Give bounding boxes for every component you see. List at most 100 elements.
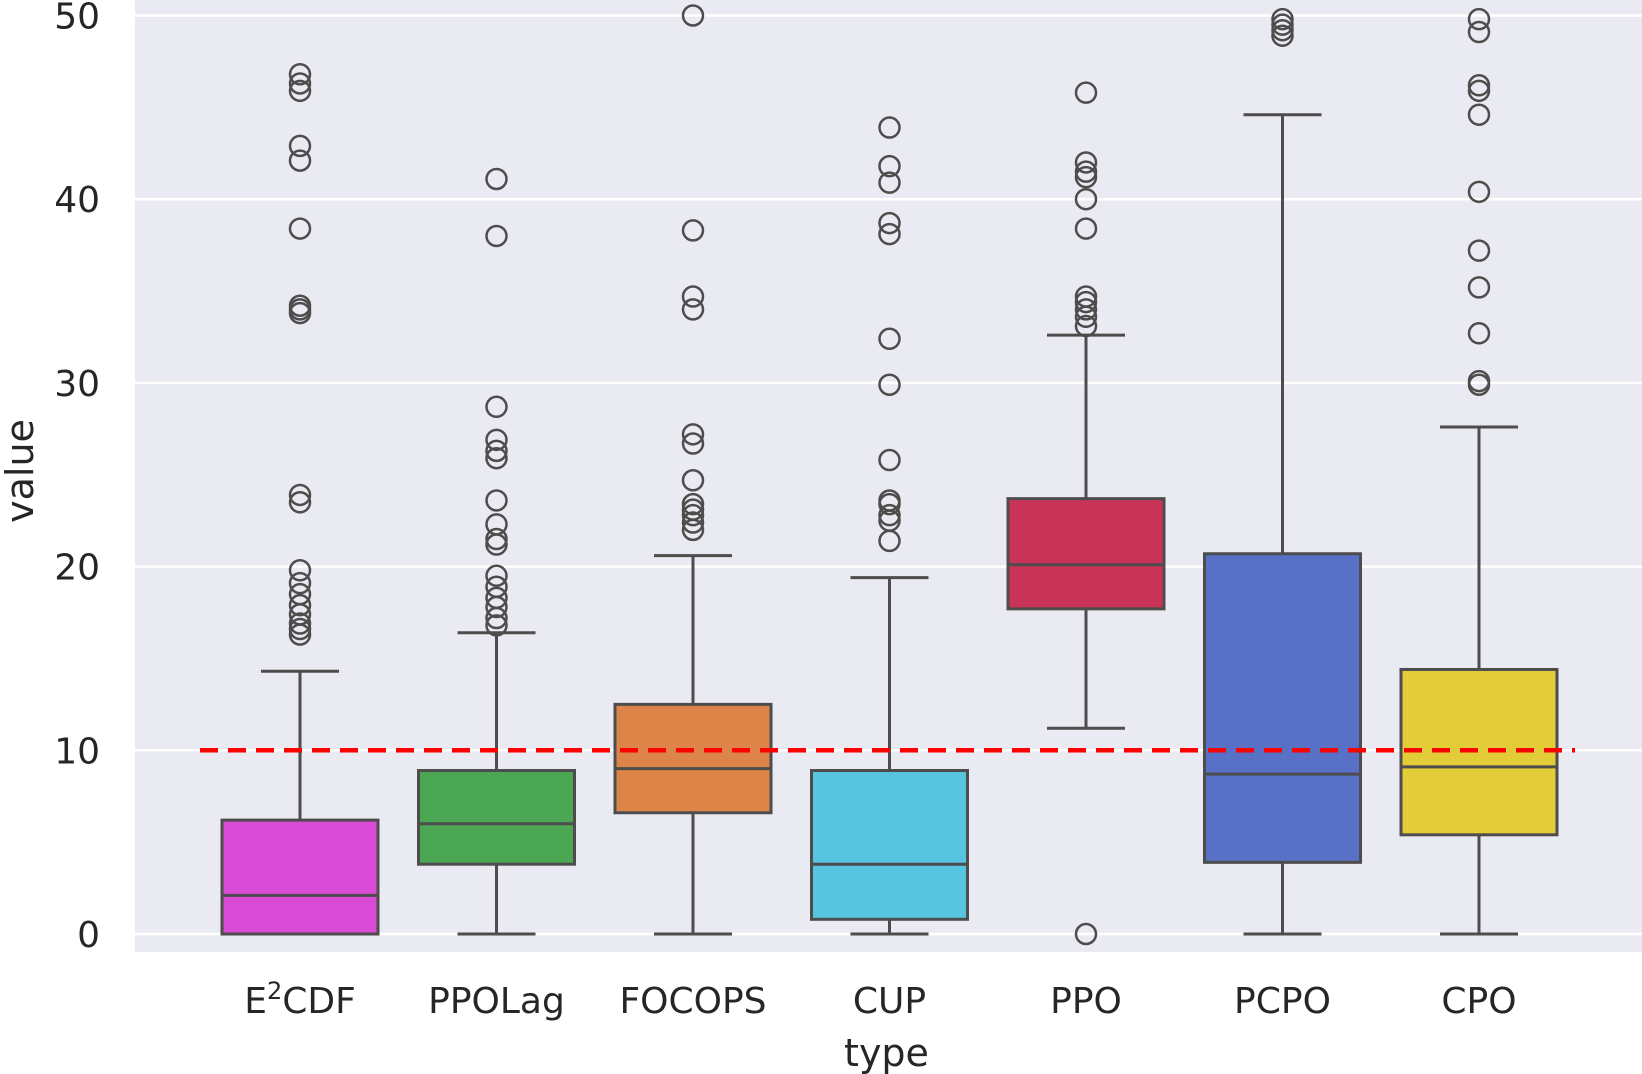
box — [417, 769, 576, 866]
outlier-point — [485, 428, 508, 452]
outlier-point — [1074, 81, 1098, 104]
y-tick-label: 10 — [54, 731, 100, 772]
outlier-point — [288, 149, 312, 172]
outlier-point — [1467, 322, 1491, 345]
outlier-point — [288, 483, 312, 507]
outlier-point — [1467, 79, 1491, 103]
outlier-point — [485, 224, 508, 248]
y-tick-label: 50 — [54, 0, 100, 38]
outlier-point — [681, 423, 705, 446]
box — [1203, 552, 1362, 864]
x-tick-label: PPO — [1050, 981, 1122, 1022]
box — [220, 818, 380, 936]
outlier-point — [878, 373, 901, 396]
outlier-point — [878, 327, 901, 351]
outlier-point — [1467, 103, 1491, 126]
x-tick-label: CUP — [853, 981, 926, 1022]
outlier-point — [485, 586, 508, 610]
outlier-point — [681, 285, 705, 308]
outlier-point — [1074, 187, 1098, 211]
x-tick-labels: E2CDF PPOLag FOCOPS CUP PPO PCPO CPO — [244, 977, 1516, 1022]
y-tick-labels: 0 10 20 30 40 50 — [54, 0, 100, 956]
box-group — [1203, 7, 1362, 936]
outlier-point — [288, 571, 312, 595]
outlier-point — [288, 612, 312, 635]
outlier-point — [1074, 160, 1098, 183]
y-axis-title: value — [0, 419, 42, 523]
outlier-point — [878, 211, 901, 235]
outlier-point — [485, 614, 508, 637]
outlier-point — [681, 219, 705, 242]
outlier-point — [1074, 217, 1098, 240]
outlier-point — [878, 503, 901, 527]
box-group — [1006, 81, 1166, 946]
y-tick-label: 30 — [54, 364, 100, 405]
outlier-point — [1467, 276, 1491, 299]
boxes — [220, 4, 1559, 946]
outlier-point — [681, 298, 705, 321]
y-tick-label: 20 — [54, 548, 100, 589]
box-group — [810, 116, 969, 936]
outlier-point — [1467, 239, 1491, 262]
outlier-point — [288, 617, 312, 641]
outlier-point — [878, 171, 901, 194]
box — [1006, 497, 1166, 611]
box-group — [1399, 7, 1559, 936]
outlier-point — [681, 492, 705, 516]
outlier-point — [681, 4, 705, 27]
outlier-point — [288, 294, 312, 317]
x-axis-title: type — [844, 1031, 929, 1074]
outlier-point — [1074, 298, 1098, 321]
outlier-point — [485, 395, 508, 419]
outlier-point — [1467, 180, 1491, 204]
outlier-point — [878, 222, 901, 246]
outlier-point — [878, 448, 901, 472]
outlier-point — [288, 72, 312, 95]
outlier-point — [1271, 24, 1294, 47]
x-tick-label: PCPO — [1234, 981, 1331, 1022]
x-tick-label: FOCOPS — [619, 981, 766, 1022]
outlier-point — [1074, 922, 1098, 946]
outlier-point — [485, 513, 508, 536]
box-group — [613, 4, 773, 936]
outlier-point — [681, 432, 705, 455]
outlier-point — [878, 489, 901, 512]
outlier-point — [288, 491, 312, 514]
outlier-point — [288, 593, 312, 617]
outlier-point — [1074, 151, 1098, 174]
box-group — [417, 167, 576, 936]
x-tick-label: E2CDF — [244, 977, 356, 1022]
outlier-point — [878, 154, 901, 178]
outlier-point — [288, 559, 312, 582]
outlier-point — [681, 503, 705, 527]
outlier-point — [1467, 7, 1491, 31]
outlier-point — [1271, 18, 1294, 42]
y-tick-label: 0 — [77, 915, 100, 956]
box — [810, 769, 969, 921]
box-group — [220, 63, 380, 936]
outlier-point — [1271, 13, 1294, 36]
x-tick-label: CPO — [1441, 981, 1516, 1022]
outlier-point — [878, 116, 901, 139]
outlier-point — [485, 527, 508, 551]
outlier-point — [1074, 290, 1098, 314]
outlier-point — [1467, 369, 1491, 393]
outlier-point — [1074, 314, 1098, 338]
outlier-point — [485, 575, 508, 599]
outlier-point — [485, 167, 508, 191]
outlier-point — [1074, 165, 1098, 189]
outlier-point — [681, 469, 705, 492]
outlier-point — [288, 217, 312, 240]
outlier-point — [681, 498, 705, 521]
outlier-point — [485, 446, 508, 470]
y-tick-label: 40 — [54, 180, 100, 221]
outlier-point — [1467, 74, 1491, 97]
outlier-point — [1467, 20, 1491, 44]
outlier-point — [288, 582, 312, 606]
outlier-point — [1074, 285, 1098, 308]
outlier-point — [681, 511, 705, 534]
outlier-point — [485, 439, 508, 463]
outlier-point — [288, 63, 312, 86]
outlier-point — [288, 134, 312, 158]
